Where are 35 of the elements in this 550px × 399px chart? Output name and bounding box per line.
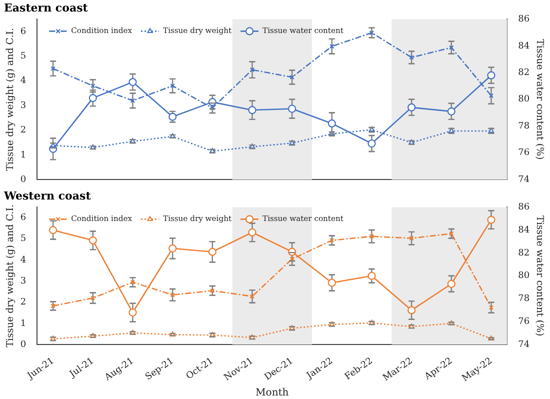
y-axis-title: Tissue dry weight (g) and C.I. xyxy=(5,28,16,171)
y2-tick-label: 76 xyxy=(518,148,530,158)
y2-tick-label: 74 xyxy=(518,174,530,185)
y2-tick-label: 74 xyxy=(518,340,530,350)
y2-tick-label: 78 xyxy=(518,121,530,132)
y2-axis-title: Tissue water content (%) xyxy=(534,39,545,160)
y-tick-label: 0 xyxy=(20,174,26,185)
y2-tick-label: 82 xyxy=(518,68,530,78)
y2-tick-label: 78 xyxy=(518,294,530,304)
y2-tick-label: 84 xyxy=(518,225,530,236)
y-tick-label: 1 xyxy=(20,318,26,329)
y-tick-label: 6 xyxy=(20,26,26,37)
chart-title: Western coast xyxy=(3,189,92,202)
y2-tick-label: 80 xyxy=(518,94,530,105)
y-tick-label: 4 xyxy=(20,76,26,86)
x-axis-title: Month xyxy=(256,388,290,399)
y-tick-label: 5 xyxy=(20,234,26,244)
y-tick-label: 5 xyxy=(20,52,26,62)
y-tick-label: 3 xyxy=(20,276,26,287)
y2-tick-label: 82 xyxy=(518,248,530,258)
y2-tick-label: 86 xyxy=(518,202,530,213)
y2-axis-title: Tissue water content (%) xyxy=(534,216,545,336)
y-tick-label: 3 xyxy=(20,100,26,111)
y2-tick-label: 76 xyxy=(518,317,530,328)
y-tick-label: 2 xyxy=(20,298,26,308)
y2-tick-label: 84 xyxy=(518,41,530,52)
y-tick-label: 0 xyxy=(20,340,26,350)
y2-tick-label: 80 xyxy=(518,271,530,282)
y-tick-label: 1 xyxy=(20,150,26,160)
y-tick-label: 4 xyxy=(20,255,26,266)
chart-title: Eastern coast xyxy=(4,1,89,14)
y2-tick-label: 86 xyxy=(518,14,530,25)
y-axis-title: Tissue dry weight (g) and C.I. xyxy=(5,204,16,348)
y-tick-label: 6 xyxy=(20,213,26,224)
y-tick-label: 2 xyxy=(20,126,26,136)
